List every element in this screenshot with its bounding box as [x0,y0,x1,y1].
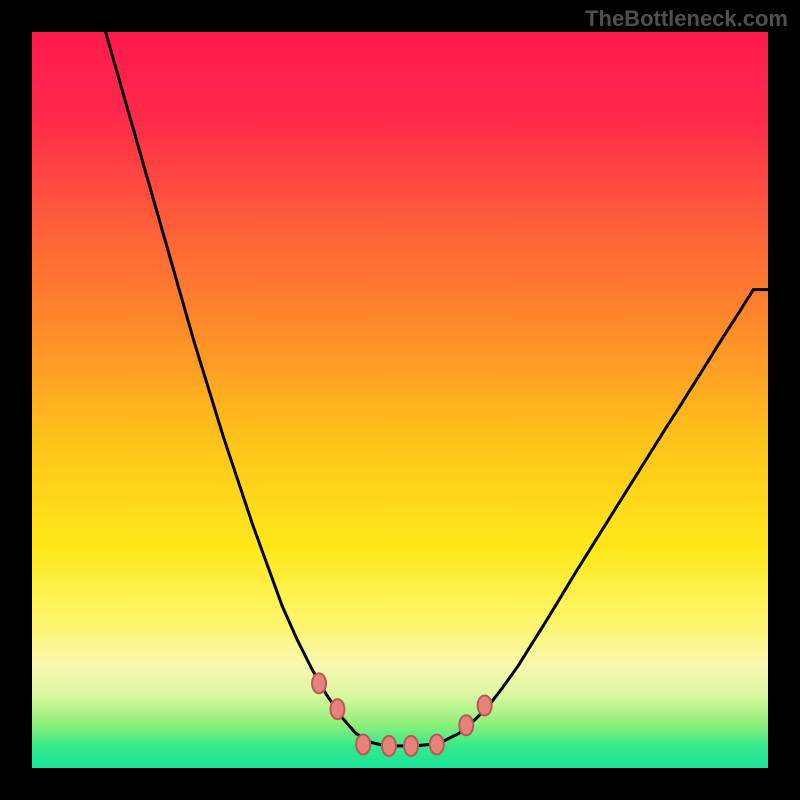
marker-point [478,695,492,715]
attribution-text: TheBottleneck.com [585,6,788,32]
marker-point [459,715,473,735]
gradient-background [32,32,768,768]
chart-container: TheBottleneck.com [0,0,800,800]
marker-point [404,736,418,756]
marker-point [430,734,444,754]
plot-area [32,32,768,768]
plot-svg [32,32,768,768]
marker-point [382,736,396,756]
marker-point [330,699,344,719]
marker-point [356,734,370,754]
marker-point [312,673,326,693]
